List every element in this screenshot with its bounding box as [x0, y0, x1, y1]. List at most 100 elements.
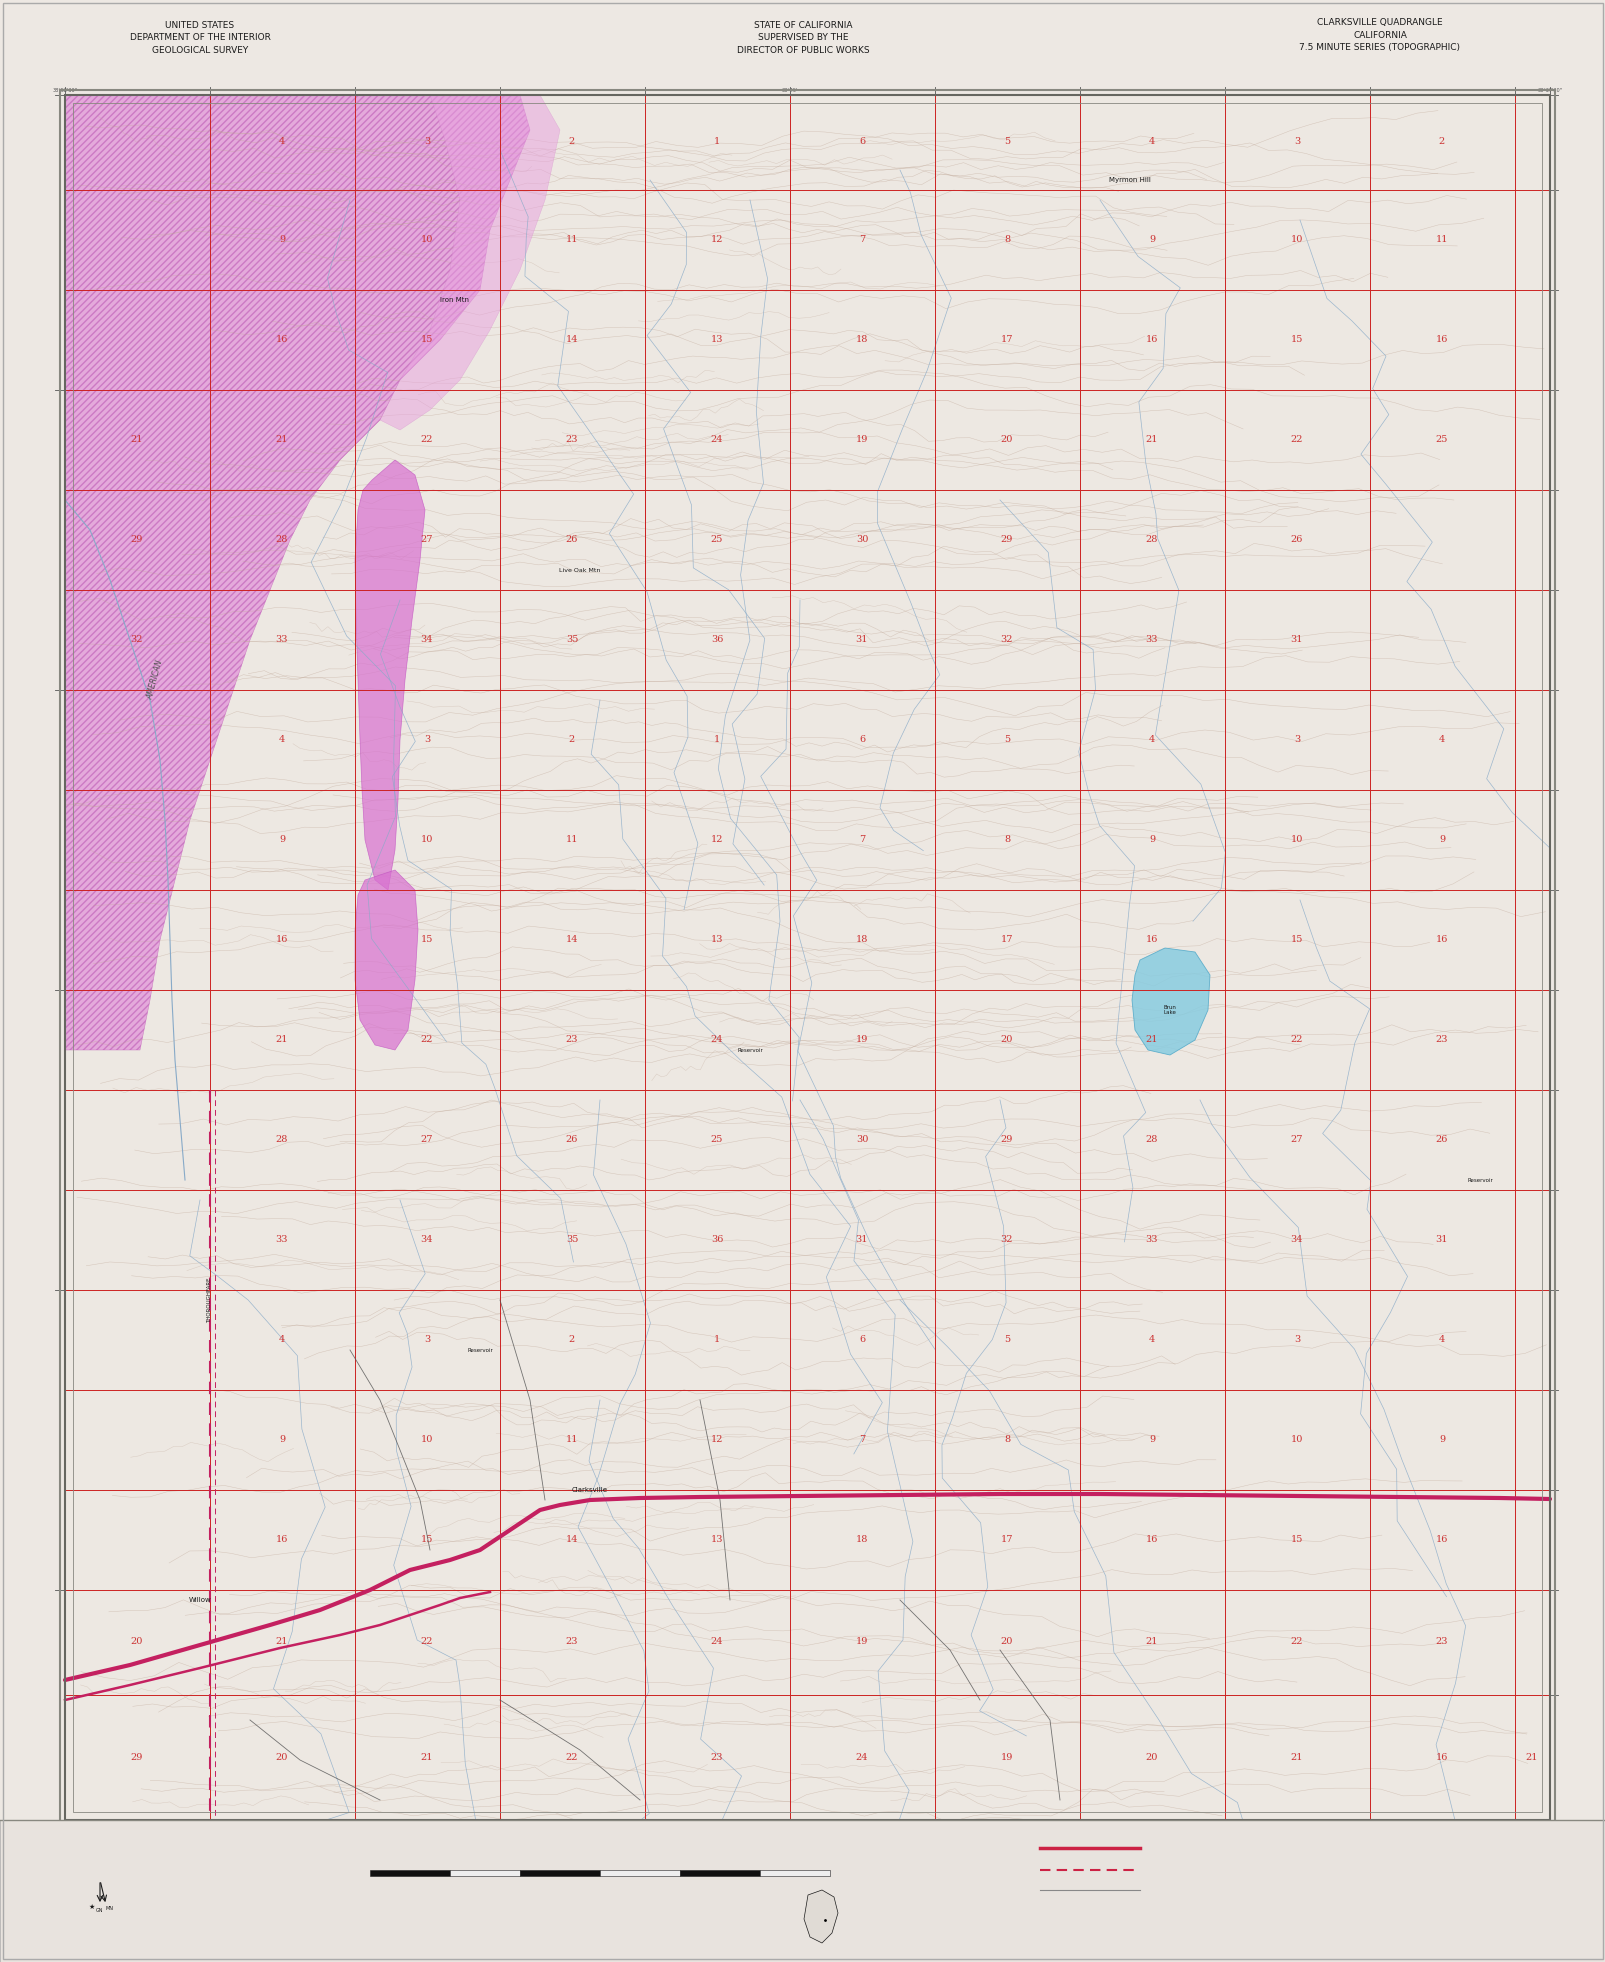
- Text: 28: 28: [276, 1136, 287, 1144]
- Text: 29: 29: [130, 536, 143, 545]
- Text: FOR SALE BY U.S. GEOLOGICAL SURVEY DENVER, COLORADO 80225 OR RESTON, VIRGINIA 22: FOR SALE BY U.S. GEOLOGICAL SURVEY DENVE…: [472, 1915, 727, 1921]
- Text: 22: 22: [1290, 1036, 1302, 1044]
- Text: 15: 15: [421, 1536, 433, 1544]
- Text: 17: 17: [1000, 1536, 1013, 1544]
- Text: 9: 9: [279, 1436, 284, 1444]
- Text: MN: MN: [106, 1907, 114, 1911]
- Text: 34: 34: [421, 1236, 433, 1244]
- Text: 14: 14: [565, 1536, 578, 1544]
- Polygon shape: [355, 869, 417, 1050]
- Text: Clarksville: Clarksville: [571, 1487, 608, 1493]
- Text: 36: 36: [711, 1236, 722, 1244]
- Text: Field checked 1952.  First Edition 1953: Field checked 1952. First Edition 1953: [71, 1868, 191, 1874]
- Text: Control by USGS and NGA: Control by USGS and NGA: [71, 1844, 151, 1848]
- Text: STATE OF CALIFORNIA
SUPERVISED BY THE
DIRECTOR OF PUBLIC WORKS: STATE OF CALIFORNIA SUPERVISED BY THE DI…: [737, 22, 868, 55]
- Text: 33: 33: [276, 1236, 287, 1244]
- Text: 21: 21: [276, 436, 287, 445]
- Text: AMS 1761 II NE  SERIES V895: AMS 1761 II NE SERIES V895: [1189, 1940, 1270, 1946]
- Text: 5: 5: [1003, 137, 1010, 147]
- Text: 0: 0: [368, 1885, 371, 1891]
- Text: 35: 35: [565, 1236, 578, 1244]
- Text: 21: 21: [1290, 1752, 1302, 1762]
- Text: 15: 15: [421, 936, 433, 944]
- Text: 13: 13: [711, 336, 722, 345]
- Text: 15: 15: [421, 336, 433, 345]
- Text: 20: 20: [1000, 1638, 1013, 1646]
- Text: A FOLDER DESCRIBING TOPOGRAPHIC MAPS AND SYMBOLS IS AVAILABLE ON REQUEST: A FOLDER DESCRIBING TOPOGRAPHIC MAPS AND…: [486, 1927, 713, 1933]
- Text: 19: 19: [855, 436, 868, 445]
- Text: THOROUGHFARE: THOROUGHFARE: [207, 1277, 212, 1322]
- Text: PHOTOREVISED 1973: PHOTOREVISED 1973: [1193, 1929, 1266, 1935]
- Text: 24: 24: [711, 436, 722, 445]
- Text: 2: 2: [568, 1336, 575, 1344]
- Text: 29: 29: [130, 1752, 143, 1762]
- Text: 28: 28: [1144, 1136, 1157, 1144]
- Text: 30: 30: [855, 1136, 868, 1144]
- Text: 31: 31: [1435, 1236, 1448, 1244]
- Text: For list, editions marked of other maps: For list, editions marked of other maps: [71, 1938, 193, 1942]
- Text: 29: 29: [1000, 536, 1013, 545]
- Text: 18: 18: [855, 936, 868, 944]
- Text: 5: 5: [1003, 1336, 1010, 1344]
- Text: 9: 9: [1148, 836, 1154, 844]
- Text: 23: 23: [565, 1036, 578, 1044]
- Text: Iron Mtn: Iron Mtn: [440, 296, 469, 302]
- Text: 10: 10: [421, 1436, 433, 1444]
- Text: 33: 33: [276, 636, 287, 644]
- Text: 6: 6: [859, 137, 865, 147]
- Text: 13: 13: [711, 936, 722, 944]
- Text: 4: 4: [279, 736, 286, 744]
- Text: Identified interval and latest editions statements listed here: Identified interval and latest editions …: [71, 1891, 260, 1897]
- Text: 8: 8: [1003, 836, 1010, 844]
- Text: 9: 9: [1148, 1436, 1154, 1444]
- Text: Secondary highway,
hard surface: Secondary highway, hard surface: [1144, 1868, 1201, 1880]
- Text: 29: 29: [1000, 1136, 1013, 1144]
- Text: 16: 16: [1435, 336, 1448, 345]
- Text: 9: 9: [1438, 1436, 1444, 1444]
- Text: 27: 27: [1290, 1136, 1302, 1144]
- Text: 31: 31: [855, 1236, 868, 1244]
- Text: 21: 21: [1525, 1752, 1538, 1762]
- Text: 10: 10: [421, 836, 433, 844]
- Text: 16: 16: [1435, 1536, 1448, 1544]
- Text: 11: 11: [565, 1436, 578, 1444]
- Text: 19: 19: [1000, 1752, 1013, 1762]
- Text: DO NOT CIRCULATE: DO NOT CIRCULATE: [1202, 1936, 1396, 1954]
- Text: 9: 9: [1148, 235, 1154, 245]
- Text: 16: 16: [276, 1536, 287, 1544]
- Text: 22: 22: [421, 436, 433, 445]
- Text: 16: 16: [1144, 336, 1157, 345]
- Text: 16: 16: [276, 336, 287, 345]
- Bar: [64, 94, 1549, 1821]
- Text: 10,000-foot grid based on California Coordinate system, Zone 2: 10,000-foot grid based on California Coo…: [71, 1880, 270, 1885]
- Text: Willow: Willow: [188, 1597, 212, 1603]
- Bar: [600, 1870, 679, 1876]
- Text: 9: 9: [279, 836, 284, 844]
- Text: 2: 2: [1438, 137, 1444, 147]
- Text: 23: 23: [711, 1752, 722, 1762]
- Text: 22: 22: [1290, 1638, 1302, 1646]
- Text: 21: 21: [421, 1752, 433, 1762]
- Text: 21: 21: [1144, 1036, 1157, 1044]
- Text: 4: 4: [1438, 1336, 1444, 1344]
- Text: 36: 36: [711, 636, 722, 644]
- Text: 6: 6: [859, 1336, 865, 1344]
- Text: GN: GN: [96, 1909, 104, 1913]
- Text: 4: 4: [279, 1336, 286, 1344]
- Text: CLARKSVILLE, CALIF: CLARKSVILLE, CALIF: [1184, 1885, 1274, 1893]
- Text: 32: 32: [1000, 636, 1013, 644]
- Text: CLARKSVILLE QUADRANGLE
CALIFORNIA
7.5 MINUTE SERIES (TOPOGRAPHIC): CLARKSVILLE QUADRANGLE CALIFORNIA 7.5 MI…: [1298, 18, 1459, 53]
- Text: REFERENCE: REFERENCE: [1258, 1829, 1340, 1840]
- Text: 28: 28: [1144, 536, 1157, 545]
- Text: 26: 26: [1435, 1136, 1448, 1144]
- Text: 21: 21: [276, 1638, 287, 1646]
- Text: 1: 1: [714, 736, 719, 744]
- Text: 3: 3: [758, 1885, 761, 1891]
- Polygon shape: [380, 94, 560, 430]
- Text: 1: 1: [448, 1885, 451, 1891]
- Text: 8: 8: [1003, 1436, 1010, 1444]
- Text: 24: 24: [711, 1036, 722, 1044]
- Text: 21: 21: [276, 1036, 287, 1044]
- Text: 7: 7: [859, 1436, 865, 1444]
- Text: 33: 33: [1144, 636, 1157, 644]
